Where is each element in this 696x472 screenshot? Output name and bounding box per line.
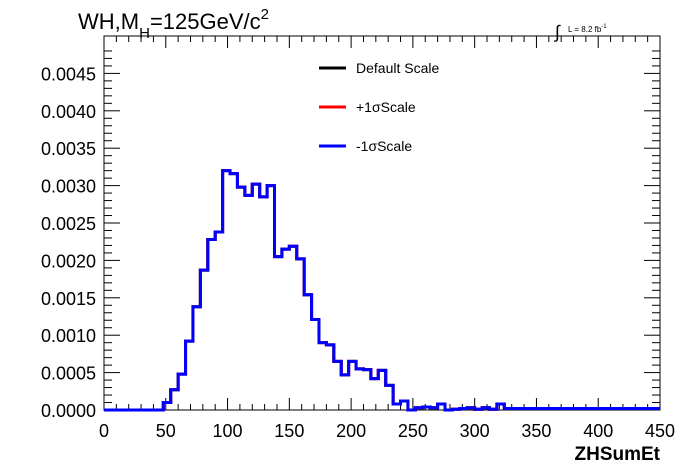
- x-tick-label: 50: [156, 421, 176, 441]
- legend-label-minus: -1σScale: [356, 138, 412, 154]
- x-tick-label: 150: [274, 421, 304, 441]
- legend-label-default: Default Scale: [356, 60, 439, 76]
- legend-label-plus: +1σScale: [356, 99, 416, 115]
- series-line-2: [104, 169, 660, 412]
- x-tick-label: 0: [99, 421, 109, 441]
- x-tick-label: 200: [336, 421, 366, 441]
- x-tick-label: 300: [460, 421, 490, 441]
- y-tick-label: 0.0045: [41, 64, 96, 84]
- x-tick-label: 400: [583, 421, 613, 441]
- x-tick-labels: 0 50 100 150 200 250 300 350 400 450: [99, 421, 675, 441]
- series-line-0: [104, 169, 660, 412]
- y-tick-label: 0.0035: [41, 139, 96, 159]
- lumi-label: L = 8.2 fb-1: [568, 24, 607, 34]
- y-tick-label: 0.0010: [41, 326, 96, 346]
- y-tick-label: 0.0040: [41, 102, 96, 122]
- y-tick-label: 0.0015: [41, 289, 96, 309]
- series-line-1: [104, 169, 660, 412]
- y-tick-label: 0.0020: [41, 251, 96, 271]
- y-tick-label: 0.0000: [41, 401, 96, 421]
- x-tick-label: 350: [521, 421, 551, 441]
- x-tick-label: 250: [398, 421, 428, 441]
- series-lines: [104, 169, 660, 412]
- plot-frame: [103, 35, 661, 411]
- x-axis-title: ZHSumEt: [575, 444, 661, 465]
- axis-ticks: [103, 36, 661, 411]
- y-tick-label: 0.0025: [41, 214, 96, 234]
- y-tick-label: 0.0005: [41, 364, 96, 384]
- x-tick-label: 100: [213, 421, 243, 441]
- y-tick-labels: 0.0000 0.0005 0.0010 0.0015 0.0020 0.0025 0.00…: [41, 64, 96, 421]
- lumi-integral-sign: ∫: [553, 22, 561, 42]
- legend: Default Scale +1σScale -1σScale: [319, 60, 439, 154]
- chart-title: WH,MH=125GeV/c2: [78, 6, 269, 42]
- y-tick-label: 0.0030: [41, 177, 96, 197]
- x-tick-label: 450: [645, 421, 675, 441]
